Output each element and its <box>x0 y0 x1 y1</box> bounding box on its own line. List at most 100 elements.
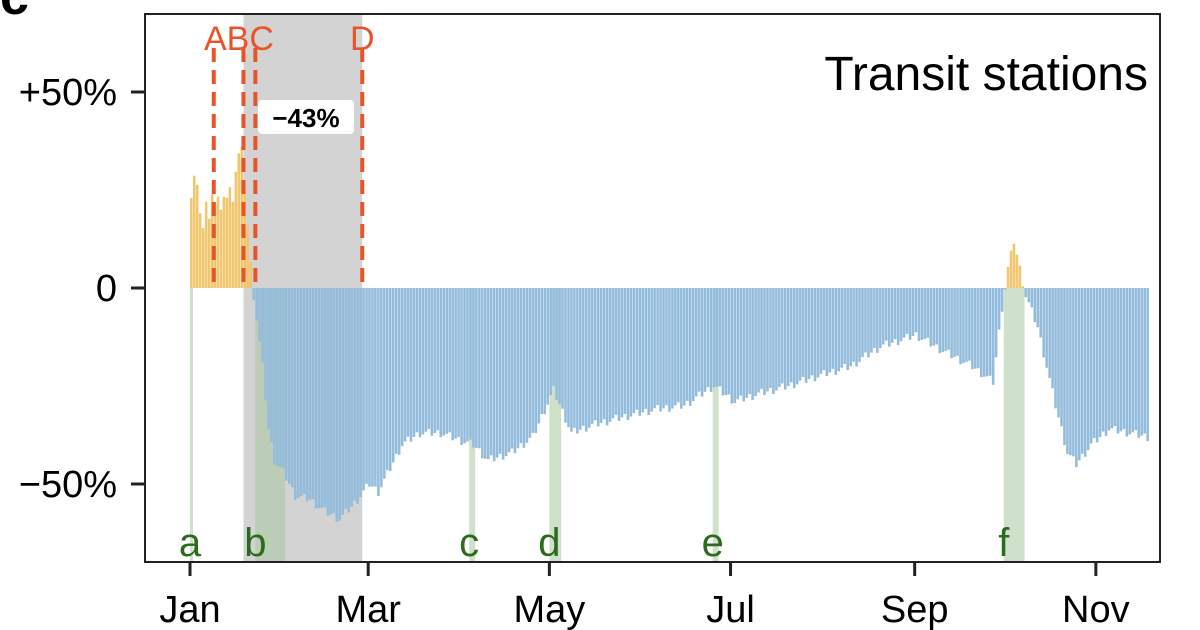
bar <box>968 288 971 361</box>
event-label-ABC: ABC <box>204 20 274 58</box>
period-label-e: e <box>702 521 724 565</box>
bar <box>290 288 294 488</box>
bar <box>935 288 939 345</box>
bar <box>484 288 487 459</box>
bar <box>492 288 496 462</box>
bar <box>1134 288 1138 431</box>
bar <box>620 288 624 418</box>
bar <box>380 288 383 488</box>
bar <box>715 288 719 387</box>
bar <box>1066 288 1069 455</box>
bar <box>234 171 238 288</box>
bar <box>302 288 306 494</box>
bar <box>525 288 529 443</box>
bar <box>876 288 879 353</box>
bar <box>534 288 538 433</box>
bar <box>956 288 959 356</box>
bar <box>593 288 597 421</box>
bar <box>510 288 514 449</box>
bar <box>1104 288 1108 436</box>
bar <box>582 288 585 426</box>
bar <box>914 288 918 333</box>
bar <box>237 153 241 288</box>
bar <box>1107 288 1111 431</box>
bar <box>219 209 223 288</box>
bar <box>1009 250 1013 288</box>
bar <box>736 288 740 400</box>
bar <box>1000 288 1004 312</box>
bar <box>213 203 217 288</box>
bar <box>599 288 603 423</box>
bar <box>222 196 226 288</box>
bar <box>950 288 953 359</box>
bar <box>997 288 1001 330</box>
bar <box>1146 288 1149 442</box>
bar <box>207 218 211 288</box>
bar <box>712 288 716 388</box>
bar <box>359 288 362 498</box>
bar <box>691 288 695 402</box>
bar <box>902 288 906 338</box>
bar <box>475 288 478 448</box>
bar <box>1012 243 1016 288</box>
bar <box>495 288 499 458</box>
bar <box>587 288 591 428</box>
bar <box>923 288 927 339</box>
bar <box>745 288 748 398</box>
bar <box>718 288 722 387</box>
bar <box>368 288 371 487</box>
bar <box>795 288 799 385</box>
bar <box>555 288 558 400</box>
bar <box>724 288 728 395</box>
bar <box>623 288 627 414</box>
bar <box>685 288 689 401</box>
bar <box>448 288 451 433</box>
bar <box>804 288 808 383</box>
bar <box>463 288 466 444</box>
bar <box>617 288 621 421</box>
bar <box>962 288 965 364</box>
bar <box>299 288 303 496</box>
bar <box>638 288 642 416</box>
bar <box>668 288 671 412</box>
bar <box>1015 254 1019 288</box>
bar <box>1128 288 1132 435</box>
bar <box>849 288 852 367</box>
bar <box>938 288 942 354</box>
bar <box>991 288 995 385</box>
bar <box>786 288 790 386</box>
bar <box>733 288 737 404</box>
bar <box>519 288 523 444</box>
bar <box>195 184 199 288</box>
bar <box>1140 288 1143 436</box>
bar <box>549 288 552 396</box>
bar <box>1057 288 1060 418</box>
bar <box>249 261 252 288</box>
bar <box>810 288 814 376</box>
bar <box>1033 288 1037 323</box>
bar <box>742 288 745 402</box>
bar <box>694 288 698 397</box>
y-tick-label: +50% <box>19 72 117 114</box>
bar <box>1083 288 1087 457</box>
chart-title: Transit stations <box>824 48 1148 101</box>
y-tick-label: 0 <box>96 268 117 310</box>
bar <box>279 288 282 467</box>
bar <box>225 197 229 288</box>
bar <box>688 288 692 406</box>
period-band-a <box>190 288 193 562</box>
bar <box>867 288 870 358</box>
bar <box>953 288 956 357</box>
bar <box>561 288 564 409</box>
bar <box>911 288 915 337</box>
bar <box>1131 288 1135 433</box>
bar <box>879 288 882 349</box>
bar <box>882 288 885 345</box>
bar <box>822 288 826 371</box>
bar <box>994 288 998 358</box>
bar <box>1027 288 1031 303</box>
bar <box>1051 288 1054 389</box>
bar <box>721 288 725 396</box>
bar <box>391 288 395 463</box>
bar <box>1078 288 1081 461</box>
